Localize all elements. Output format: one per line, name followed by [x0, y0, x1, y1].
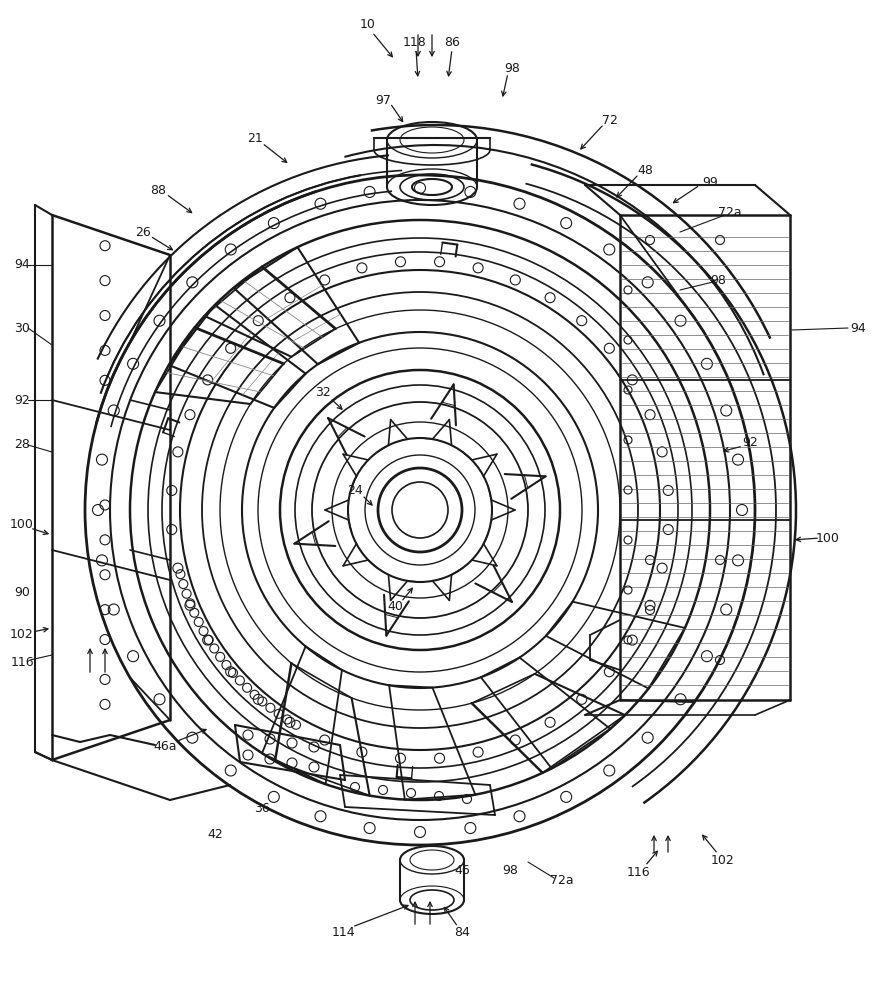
Text: 30: 30: [14, 322, 30, 334]
Text: 86: 86: [444, 36, 460, 49]
Text: 84: 84: [454, 926, 470, 938]
Text: 100: 100: [10, 518, 34, 532]
Text: 102: 102: [10, 629, 34, 642]
Text: 99: 99: [702, 176, 718, 188]
Text: 100: 100: [816, 532, 840, 544]
Text: 98: 98: [710, 273, 726, 286]
Text: 72a: 72a: [718, 206, 741, 219]
Text: 24: 24: [347, 484, 363, 496]
Text: 116: 116: [10, 656, 34, 668]
Text: 10: 10: [360, 18, 376, 31]
Text: 32: 32: [315, 386, 331, 399]
Text: 72: 72: [602, 113, 618, 126]
Text: 40: 40: [387, 600, 403, 613]
Text: 28: 28: [14, 438, 30, 452]
Text: 102: 102: [711, 854, 735, 866]
Text: 98: 98: [504, 62, 520, 75]
Text: 46a: 46a: [153, 740, 177, 754]
Text: 90: 90: [14, 585, 30, 598]
Text: 94: 94: [14, 258, 30, 271]
Text: 116: 116: [627, 865, 650, 879]
Text: 94: 94: [850, 322, 866, 334]
Text: 72a: 72a: [550, 874, 574, 886]
Text: 118: 118: [403, 36, 427, 49]
Text: 46: 46: [454, 863, 470, 876]
Text: 114: 114: [331, 926, 355, 938]
Text: 92: 92: [742, 436, 758, 448]
Text: 48: 48: [637, 163, 653, 176]
Text: 21: 21: [247, 131, 263, 144]
Text: 42: 42: [207, 828, 222, 842]
Text: 36: 36: [255, 802, 270, 814]
Text: 88: 88: [150, 184, 166, 196]
Text: 92: 92: [14, 393, 30, 406]
Text: 98: 98: [502, 863, 518, 876]
Text: 26: 26: [135, 226, 151, 238]
Text: 97: 97: [375, 94, 391, 106]
